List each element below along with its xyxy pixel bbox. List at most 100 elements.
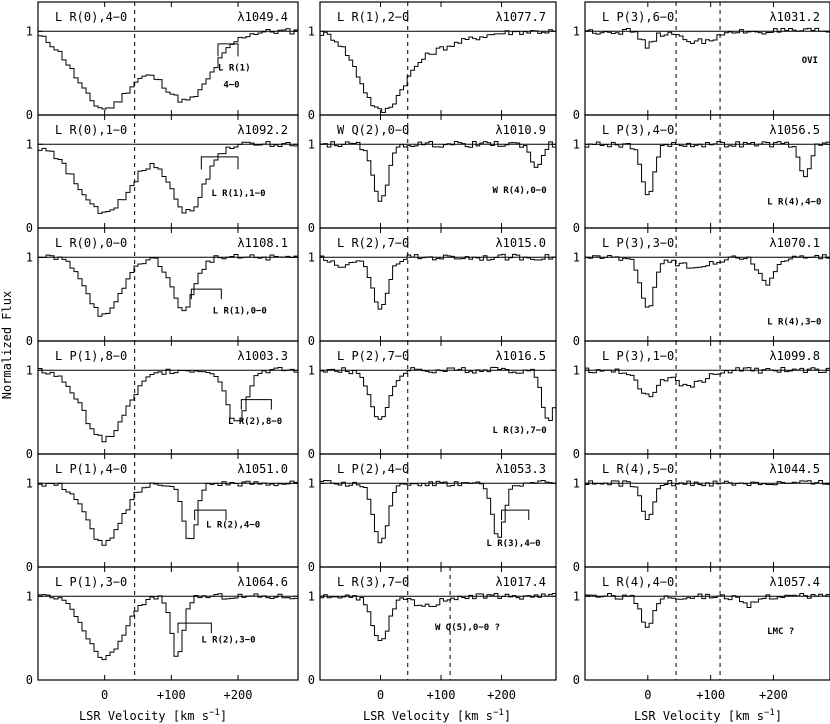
wavelength-label: λ1077.7	[495, 10, 546, 24]
annotation-label: L R(4),4−0	[767, 198, 821, 208]
wavelength-label: λ1053.3	[495, 462, 546, 476]
annotation-label: L R(3),7−0	[492, 426, 546, 436]
y-tick-label: 1	[573, 137, 580, 151]
x-axis-label-text: LSR Velocity [km s	[79, 709, 209, 723]
annotation-label: L R(3),4−0	[486, 539, 540, 549]
spectrum-line	[38, 254, 298, 317]
annotation-label: W R(4),0−0	[492, 186, 546, 196]
panel-grid: 0 1 L R(0),4−0 λ1049.4 L R(1) 4−0 0 1 L R(1),2−0…	[26, 1, 830, 702]
transition-label: L R(0),4−0	[55, 10, 127, 24]
annotation-label: L R(1),0−0	[213, 306, 267, 316]
x-axis-label-sup: −1	[493, 708, 504, 718]
spectrum-line	[585, 27, 830, 49]
spectrum-panel: 0 1 L P(1),4−0 λ1051.0 L R(2),4−0	[26, 453, 299, 574]
annotation-label: LMC ?	[767, 627, 794, 637]
x-tick-label: +100	[427, 688, 456, 702]
spectrum-panel: 0 1 L R(4),4−0 λ1057.4 LMC ? 0 +100 +200	[573, 566, 830, 702]
spectrum-panel: 0 1 L P(2),7−0 λ1016.5 L R(3),7−0	[308, 340, 557, 461]
y-tick-label: 0	[573, 560, 580, 574]
x-axis-label-text: LSR Velocity [km s	[363, 709, 493, 723]
wavelength-label: λ1057.4	[769, 575, 820, 589]
annotation-label: L R(2),8−0	[228, 417, 282, 427]
transition-label: L P(3),1−0	[602, 349, 674, 363]
spectrum-line	[585, 254, 830, 308]
y-tick-label: 0	[308, 560, 315, 574]
transition-label: L P(2),4−0	[337, 462, 409, 476]
spectrum-line	[38, 28, 298, 110]
y-tick-label: 1	[308, 137, 315, 151]
spectrum-panel: 0 1 L P(1),8−0 λ1003.3 L R(2),8−0	[26, 340, 299, 461]
wavelength-label: λ1092.2	[237, 123, 288, 137]
y-tick-label: 1	[26, 24, 33, 38]
x-axis-label-col3: LSR Velocity [km s−1]	[634, 708, 782, 723]
annotation-label: OVI	[802, 56, 818, 66]
spectrum-panel: 0 1 L R(1),2−0 λ1077.7	[308, 1, 557, 122]
spectrum-panel: 0 1 L P(3),1−0 λ1099.8	[573, 340, 830, 461]
spectrum-line	[320, 366, 556, 421]
spectrum-panel: 0 1 L P(3),6−0 λ1031.2 OVI	[573, 1, 830, 122]
transition-label: L P(3),3−0	[602, 236, 674, 250]
y-tick-label: 1	[573, 250, 580, 264]
transition-label: L R(0),1−0	[55, 123, 127, 137]
y-tick-label: 1	[26, 589, 33, 603]
x-tick-label: +100	[696, 688, 725, 702]
y-tick-label: 0	[308, 108, 315, 122]
spectrum-panel: 0 1 L P(3),3−0 λ1070.1 L R(4),3−0	[573, 227, 830, 348]
spectrum-line	[320, 592, 556, 641]
spectrum-line	[320, 140, 556, 202]
y-tick-label: 0	[26, 560, 33, 574]
x-tick-label: 0	[377, 688, 384, 702]
spectrum-line	[320, 479, 556, 544]
y-tick-label: 0	[308, 447, 315, 461]
y-tick-label: 0	[308, 221, 315, 235]
spectrum-panel: 0 1 L P(1),3−0 λ1064.6 L R(2),3−0 0 +100 +200	[26, 566, 299, 702]
transition-label: L P(1),4−0	[55, 462, 127, 476]
wavelength-label: λ1003.3	[237, 349, 288, 363]
spectrum-panel: 0 1 L R(3),7−0 λ1017.4 W Q(5),0−0 ? 0 +100 +200	[308, 566, 557, 702]
wavelength-label: λ1108.1	[237, 236, 288, 250]
y-tick-label: 1	[573, 363, 580, 377]
x-tick-label: +100	[157, 688, 186, 702]
x-tick-label: +200	[487, 688, 516, 702]
transition-label: L R(4),4−0	[602, 575, 674, 589]
panel-frame	[584, 566, 830, 681]
spectrum-panel: 0 1 L P(3),4−0 λ1056.5 L R(4),4−0	[573, 114, 830, 235]
y-tick-label: 0	[26, 334, 33, 348]
y-tick-label: 0	[308, 334, 315, 348]
spectrum-panel: 0 1 L P(2),4−0 λ1053.3 L R(3),4−0	[308, 453, 557, 574]
spectrum-line	[38, 366, 298, 443]
x-axis-label-end: ]	[504, 709, 511, 723]
x-axis-label-end: ]	[775, 709, 782, 723]
transition-label: L P(3),6−0	[602, 10, 674, 24]
transition-label: L R(2),7−0	[337, 236, 409, 250]
spectrum-panel: 0 1 L R(0),4−0 λ1049.4 L R(1) 4−0	[26, 1, 299, 122]
spectrum-panel: 0 1 L R(2),7−0 λ1015.0	[308, 227, 557, 348]
annotation-label: W Q(5),0−0 ?	[435, 623, 500, 633]
spectrum-line	[320, 29, 556, 113]
blend-marker	[194, 509, 227, 521]
annotation-label: L R(2),4−0	[206, 521, 260, 531]
y-tick-label: 1	[308, 250, 315, 264]
x-axis-label-sup: −1	[764, 708, 775, 718]
blend-marker	[217, 43, 239, 57]
x-axis-label-col1: LSR Velocity [km s−1]	[79, 708, 227, 723]
y-tick-label: 0	[26, 673, 33, 687]
x-axis-label-col2: LSR Velocity [km s−1]	[363, 708, 511, 723]
wavelength-label: λ1015.0	[495, 236, 546, 250]
y-tick-label: 1	[308, 24, 315, 38]
y-tick-label: 0	[573, 673, 580, 687]
svg-text:LSR Velocity [km s−1]: LSR Velocity [km s−1]	[79, 708, 227, 723]
spectrum-line	[38, 480, 298, 546]
panel-frame	[319, 566, 557, 681]
annotation-label: L R(4),3−0	[767, 317, 821, 327]
transition-label: L R(1),2−0	[337, 10, 409, 24]
wavelength-label: λ1017.4	[495, 575, 546, 589]
svg-text:LSR Velocity [km s−1]: LSR Velocity [km s−1]	[363, 708, 511, 723]
wavelength-label: λ1016.5	[495, 349, 546, 363]
y-tick-label: 1	[308, 476, 315, 490]
transition-label: L P(1),3−0	[55, 575, 127, 589]
transition-label: L P(3),4−0	[602, 123, 674, 137]
wavelength-label: λ1010.9	[495, 123, 546, 137]
y-tick-label: 0	[573, 221, 580, 235]
wavelength-label: λ1064.6	[237, 575, 288, 589]
